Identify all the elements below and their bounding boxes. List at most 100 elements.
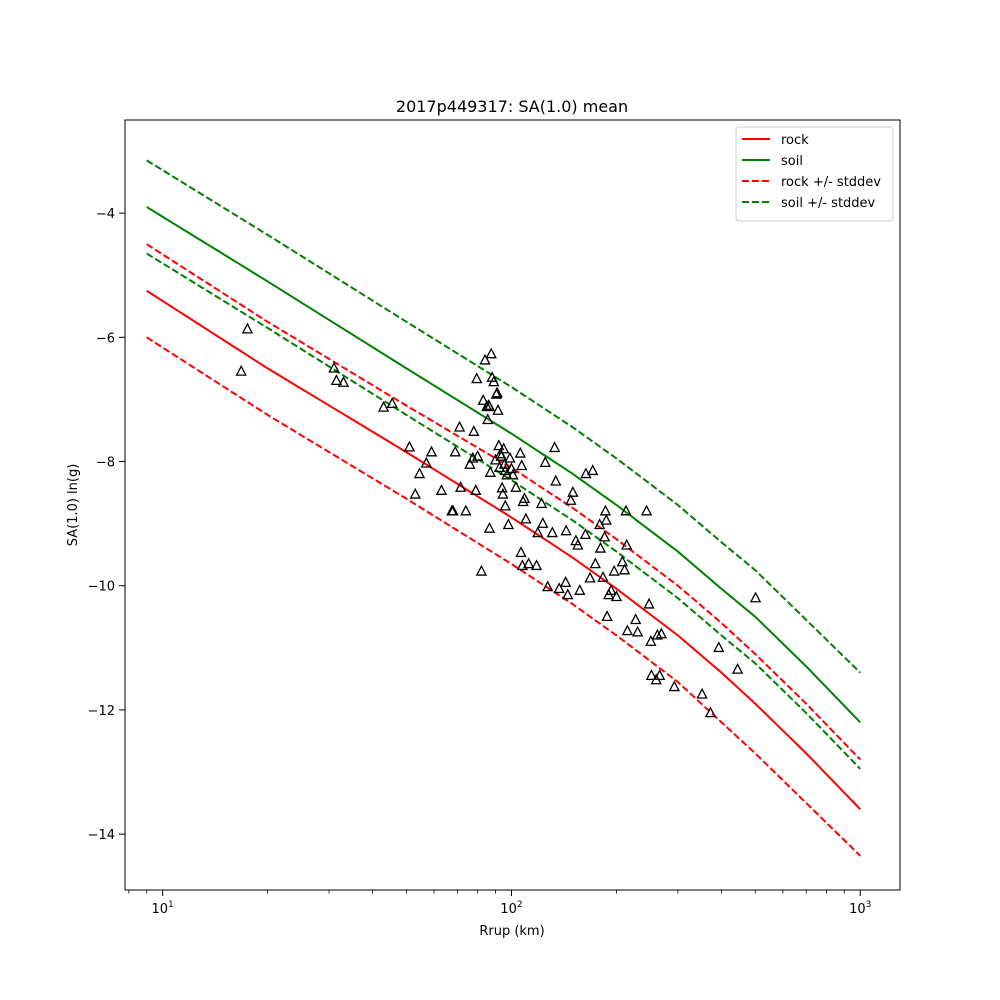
- observation-marker: [559, 576, 572, 587]
- observation-marker: [584, 571, 596, 583]
- observation-marker: [651, 628, 664, 640]
- chart-title: 2017p449317: SA(1.0) mean: [396, 97, 628, 116]
- observation-marker: [447, 504, 459, 516]
- observation-marker: [483, 521, 496, 533]
- observation-marker: [241, 322, 254, 334]
- observation-marker: [483, 400, 496, 412]
- observation-marker: [460, 504, 472, 516]
- observation-marker: [530, 559, 543, 571]
- observation-marker: [498, 442, 510, 454]
- observation-marker: [645, 635, 657, 646]
- observation-marker: [574, 584, 586, 595]
- x-axis-label: Rrup (km): [479, 924, 544, 939]
- observation-marker: [522, 557, 535, 569]
- observation-marker: [629, 613, 642, 625]
- observation-marker: [537, 517, 549, 528]
- observation-marker: [631, 625, 644, 637]
- observation-marker: [510, 481, 522, 492]
- series-line-stddev-band-5: [146, 252, 861, 770]
- observation-marker: [330, 374, 343, 386]
- observation-marker: [337, 376, 350, 387]
- series-line-soil-stddev-4: [146, 159, 861, 674]
- legend-label: rock: [781, 133, 809, 148]
- observation-marker: [477, 394, 489, 405]
- observation-marker: [409, 487, 421, 499]
- x-tick-label: 102: [500, 900, 522, 917]
- observation-marker: [599, 504, 612, 516]
- observation-marker: [479, 353, 491, 365]
- observation-marker: [471, 372, 483, 384]
- series-line-rock-stddev-2: [146, 243, 861, 761]
- observation-marker: [565, 494, 577, 505]
- observation-marker: [713, 641, 725, 653]
- observation-marker: [328, 361, 340, 373]
- observation-markers: [235, 322, 762, 718]
- observation-marker: [562, 588, 574, 600]
- observation-marker: [621, 538, 633, 550]
- observation-marker: [516, 459, 528, 471]
- legend-label: soil: [781, 154, 803, 169]
- observation-marker: [475, 564, 488, 576]
- observation-marker: [541, 580, 554, 592]
- observation-marker: [605, 584, 617, 595]
- plot-frame: [124, 119, 901, 891]
- observation-marker: [560, 524, 572, 536]
- observation-marker: [643, 597, 655, 609]
- observation-marker: [597, 571, 609, 582]
- observation-marker: [485, 347, 497, 359]
- observation-marker: [548, 441, 561, 453]
- observation-marker: [515, 546, 527, 558]
- series-line-soil-1: [146, 206, 861, 724]
- legend-label: rock +/- stddev: [781, 175, 881, 190]
- observation-marker: [749, 591, 762, 603]
- observation-marker: [535, 497, 548, 509]
- observation-marker: [504, 451, 516, 463]
- observation-marker: [618, 563, 631, 575]
- series-line-rock-0: [146, 289, 861, 810]
- observation-marker: [610, 590, 623, 602]
- observation-marker: [601, 610, 613, 622]
- observation-marker: [608, 564, 620, 576]
- legend-box: [735, 126, 894, 222]
- observation-marker: [403, 440, 416, 452]
- observation-marker: [507, 468, 519, 480]
- observation-marker: [520, 512, 532, 524]
- y-tick-label: −4: [96, 207, 115, 222]
- observation-marker: [567, 485, 579, 497]
- observation-marker: [645, 669, 658, 681]
- observation-marker: [696, 687, 708, 699]
- x-axis: 101 102 103: [128, 890, 871, 917]
- observation-marker: [425, 445, 438, 457]
- observation-marker: [501, 468, 513, 480]
- observation-marker: [468, 425, 480, 436]
- series-line-stddev-band-3: [146, 336, 861, 857]
- observation-marker: [470, 484, 482, 495]
- observation-marker: [377, 400, 390, 412]
- x-tick-label: 101: [151, 900, 173, 917]
- observation-marker: [668, 680, 680, 692]
- y-axis-label: SA(1.0) ln(g): [66, 464, 81, 547]
- observation-marker: [589, 557, 602, 569]
- observation-marker: [514, 446, 526, 458]
- observation-marker: [550, 474, 562, 486]
- observation-marker: [484, 466, 497, 477]
- observation-marker: [499, 499, 511, 511]
- observation-marker: [587, 464, 599, 476]
- observation-marker: [518, 492, 531, 504]
- y-tick-label: −14: [88, 828, 115, 843]
- y-tick-label: −6: [96, 331, 115, 346]
- plot-area: [124, 119, 901, 891]
- observation-marker: [235, 364, 247, 376]
- observation-marker: [704, 706, 717, 718]
- observation-marker: [579, 528, 592, 540]
- observation-marker: [532, 526, 544, 538]
- observation-marker: [489, 453, 502, 465]
- observation-marker: [491, 386, 503, 398]
- observation-marker: [546, 526, 559, 538]
- observation-marker: [655, 627, 668, 639]
- y-tick-label: −10: [88, 580, 115, 595]
- observation-marker: [653, 669, 666, 681]
- observation-marker: [493, 461, 506, 472]
- y-tick-label: −8: [96, 456, 115, 471]
- observation-marker: [420, 456, 432, 468]
